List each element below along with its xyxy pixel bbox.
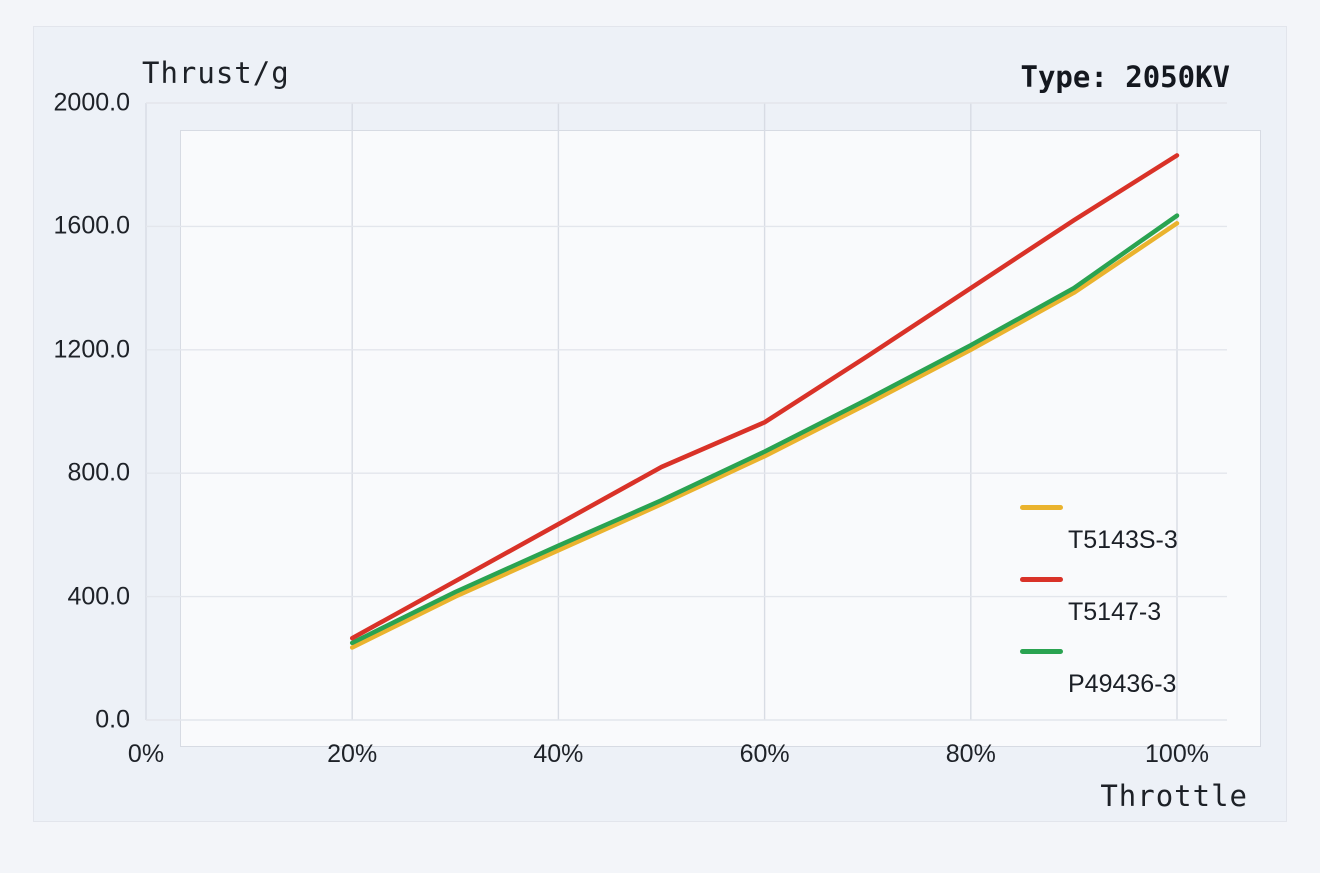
x-axis-title: Throttle xyxy=(1100,779,1248,813)
legend-label: T5147-3 xyxy=(1068,598,1162,626)
y-tick-label: 0.0 xyxy=(95,705,130,734)
legend-label: T5143S-3 xyxy=(1068,526,1178,554)
y-tick-label: 1200.0 xyxy=(53,335,130,364)
legend-swatch-yellow-line xyxy=(1020,505,1063,510)
y-tick-label: 400.0 xyxy=(67,582,130,611)
x-tick-label: 80% xyxy=(945,740,996,768)
legend-swatch-red-line xyxy=(1020,577,1063,582)
x-tick-label: 100% xyxy=(1145,740,1209,768)
legend-swatch-green-line xyxy=(1020,649,1063,654)
legend-item: P49436-3 xyxy=(1020,649,1178,699)
x-tick-label: 60% xyxy=(739,740,790,768)
motor-type-label: Type: 2050KV xyxy=(1020,60,1230,94)
y-tick-label: 2000.0 xyxy=(53,88,130,117)
legend-item: T5143S-3 xyxy=(1020,505,1178,555)
y-tick-label: 1600.0 xyxy=(53,211,130,240)
x-tick-label: 40% xyxy=(533,740,584,768)
x-tick-label: 20% xyxy=(327,740,378,768)
legend: T5143S-3 T5147-3 P49436-3 xyxy=(1020,505,1178,721)
x-tick-label: 0% xyxy=(127,740,165,768)
y-tick-label: 800.0 xyxy=(67,458,130,487)
legend-item: T5147-3 xyxy=(1020,577,1178,627)
y-axis-title: Thrust/g xyxy=(142,56,290,90)
legend-label: P49436-3 xyxy=(1068,670,1177,698)
